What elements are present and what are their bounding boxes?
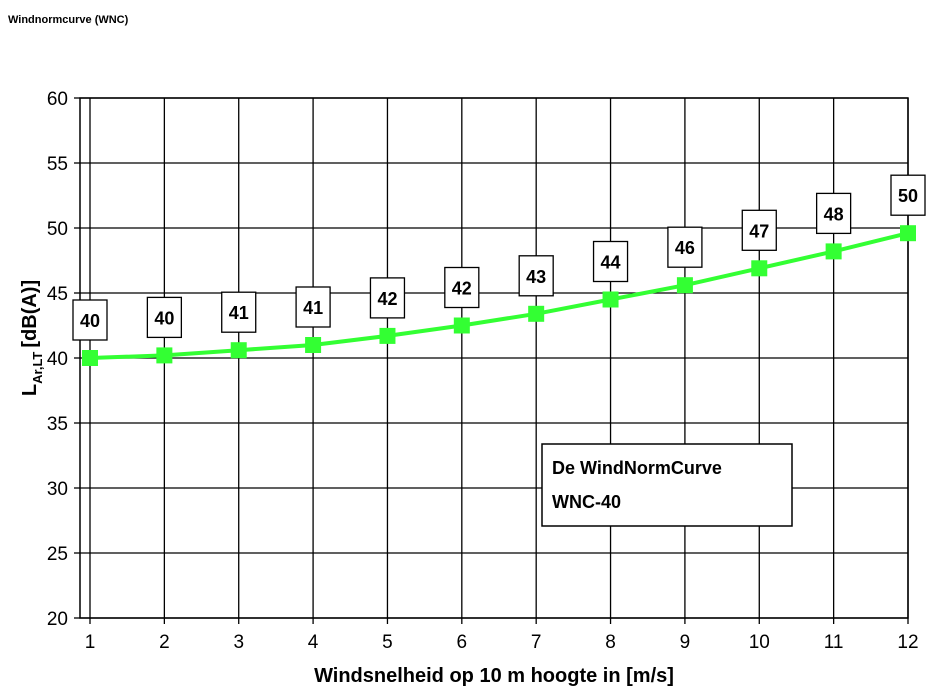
x-tick-label: 8 (605, 632, 616, 653)
data-point (825, 243, 842, 260)
data-label-box (295, 286, 331, 328)
legend-frame (541, 443, 793, 527)
data-point (305, 337, 322, 353)
data-point (528, 305, 545, 322)
y-axis-title-main: L (19, 384, 41, 396)
y-tick-label: 30 (47, 479, 68, 500)
page-title: Windnormcurve (WNC) (8, 14, 129, 26)
x-tick-label: 6 (457, 632, 468, 653)
y-axis-title-subscript: Ar,LT (30, 352, 45, 384)
x-tick-label: 2 (159, 632, 170, 653)
x-tick-label: 1 (85, 632, 96, 653)
data-point (751, 260, 768, 277)
data-label: 43 (526, 267, 546, 287)
y-tick-label: 45 (47, 284, 68, 305)
data-label-box (890, 174, 926, 216)
y-tick-label: 40 (47, 349, 68, 370)
legend-box: De WindNormCurve WNC-40 (541, 443, 793, 527)
x-tick-label: 11 (824, 632, 844, 653)
data-label-box (518, 255, 554, 297)
data-label: 42 (452, 279, 472, 299)
y-tick-label: 35 (47, 414, 68, 435)
data-label-box (72, 299, 108, 341)
data-label: 48 (824, 204, 844, 224)
data-point (82, 350, 98, 366)
y-tick-label: 55 (47, 154, 68, 175)
x-tick-label: 7 (531, 632, 542, 653)
data-point (900, 225, 916, 242)
x-tick-label: 12 (897, 632, 918, 653)
legend-line: De WindNormCurve (552, 458, 722, 478)
x-axis-title: Windsnelheid op 10 m hoogte in [m/s] (314, 665, 674, 687)
y-tick-label: 50 (47, 219, 68, 240)
data-labels: 40 40 41 41 42 42 43 44 46 47 48 50 (72, 174, 926, 341)
data-label-box (592, 240, 629, 283)
data-label: 44 (601, 253, 621, 273)
data-point (379, 327, 396, 344)
legend-line: WNC-40 (552, 492, 621, 512)
x-tick-label: 10 (749, 632, 770, 653)
data-label-box (369, 277, 406, 319)
data-label-box (741, 209, 777, 251)
grid (74, 97, 909, 624)
data-label: 41 (229, 303, 249, 323)
data-label-box (221, 291, 257, 333)
x-tick-label: 9 (680, 632, 691, 653)
data-point (453, 317, 470, 334)
data-point (602, 291, 619, 308)
data-label: 41 (303, 298, 323, 318)
series (82, 225, 916, 366)
data-label: 47 (749, 221, 769, 241)
x-tick-label: 3 (233, 632, 244, 653)
series-line (89, 231, 909, 360)
data-label-box (815, 192, 852, 235)
data-point (156, 347, 173, 364)
data-point (676, 277, 693, 294)
data-label-box (667, 226, 703, 268)
data-label: 42 (377, 289, 397, 309)
data-label: 40 (154, 308, 174, 328)
y-tick-label: 60 (47, 89, 68, 110)
data-label: 46 (675, 238, 695, 258)
x-tick-label: 5 (382, 632, 393, 653)
x-tick-label: 4 (308, 632, 319, 653)
data-label-box (146, 296, 183, 339)
data-label: 40 (80, 311, 100, 331)
y-axis-title-suffix: [dB(A)] (19, 280, 41, 348)
data-label: 50 (898, 186, 918, 206)
y-tick-label: 25 (47, 544, 68, 565)
y-tick-label: 20 (47, 609, 68, 630)
y-axis-title: LAr,LT [dB(A)] (19, 280, 45, 396)
data-point (230, 342, 247, 359)
data-label-box (444, 266, 480, 309)
